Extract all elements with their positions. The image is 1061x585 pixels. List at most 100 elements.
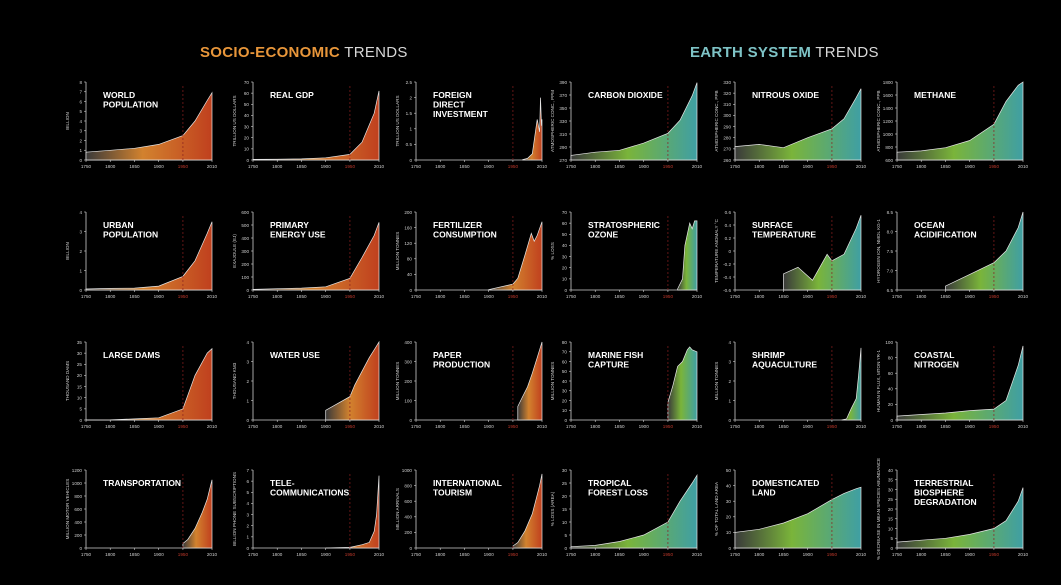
x-tick-label: 2010 xyxy=(856,424,867,429)
y-tick-label: 40 xyxy=(407,272,413,277)
y-tick-label: 8.5 xyxy=(887,210,894,215)
y-tick-label: 6 xyxy=(246,479,249,484)
y-tick-label: 400 xyxy=(404,515,412,520)
x-tick-label: 1850 xyxy=(940,424,951,429)
y-tick-label: 400 xyxy=(241,236,249,241)
y-tick-label: 200 xyxy=(74,533,82,538)
y-tick-label: 10 xyxy=(888,526,894,531)
y-tick-label: 70 xyxy=(244,80,250,85)
y-tick-label: 6 xyxy=(79,99,82,104)
y-axis-label: THOUSAND KM3 xyxy=(232,362,237,399)
x-tick-label: 1950 xyxy=(989,294,1000,299)
chart-paper-production: 0 100 200 300 400 1750 1800 1850 1900 1950 2010 MIL… xyxy=(395,340,548,429)
chart-carbon-dioxide: 270 290 310 330 350 370 390 1750 1800 1850 1900 195… xyxy=(550,80,703,169)
chart-title: REAL GDP xyxy=(270,90,314,100)
chart-marine-fish-capture: 0 10 20 30 40 50 60 70 80 1750 1800 1850 1900 1950 201… xyxy=(550,340,703,429)
series-area xyxy=(522,97,543,161)
x-tick-label: 1900 xyxy=(639,552,650,557)
x-tick-label: 1950 xyxy=(989,164,1000,169)
y-tick-label: 40 xyxy=(562,243,568,248)
y-tick-label: 10 xyxy=(77,396,83,401)
x-tick-label: 1800 xyxy=(105,552,116,557)
y-axis-label: % OF TOTAL LAND AREA xyxy=(714,481,719,536)
y-tick-label: 500 xyxy=(241,223,249,228)
chart-title: DOMESTICATED LAND xyxy=(752,478,819,498)
x-tick-label: 1950 xyxy=(345,164,356,169)
x-tick-label: 1950 xyxy=(178,294,189,299)
x-tick-label: 1950 xyxy=(508,552,519,557)
x-tick-label: 2010 xyxy=(856,552,867,557)
y-tick-label: 0 xyxy=(564,546,567,551)
series-area xyxy=(896,487,1024,549)
y-tick-label: 4 xyxy=(79,119,82,124)
y-tick-label: 35 xyxy=(77,340,83,345)
x-tick-label: 1750 xyxy=(81,424,92,429)
x-tick-label: 1850 xyxy=(129,164,140,169)
y-tick-label: 0.5 xyxy=(406,142,413,147)
y-tick-label: 1 xyxy=(79,268,82,273)
y-tick-label: 10 xyxy=(562,408,568,413)
chart-coastal-nitrogen: 0 20 40 60 80 100 1750 1800 1850 1900 1950 2010 HUMA… xyxy=(876,340,1029,429)
y-axis-label: TRILLION US DOLLARS xyxy=(395,95,400,146)
x-tick-label: 1950 xyxy=(508,424,519,429)
chart-title: PAPER PRODUCTION xyxy=(433,350,490,370)
y-tick-label: 100 xyxy=(404,398,412,403)
x-tick-label: 1850 xyxy=(614,552,625,557)
socio-title-light: TRENDS xyxy=(340,44,408,61)
x-tick-label: 1850 xyxy=(296,164,307,169)
y-tick-label: 200 xyxy=(404,379,412,384)
y-tick-label: 30 xyxy=(562,468,568,473)
y-tick-label: 200 xyxy=(404,210,412,215)
x-tick-label: 1800 xyxy=(435,164,446,169)
y-tick-label: 600 xyxy=(404,499,412,504)
y-tick-label: 2.5 xyxy=(406,80,413,85)
y-tick-label: 5 xyxy=(564,533,567,538)
y-tick-label: 600 xyxy=(241,210,249,215)
x-tick-label: 1900 xyxy=(484,164,495,169)
y-tick-label: 800 xyxy=(74,494,82,499)
y-tick-label: 70 xyxy=(562,350,568,355)
y-tick-label: 25 xyxy=(562,481,568,486)
y-tick-label: 30 xyxy=(77,351,83,356)
chart-methane: 600 800 1000 1200 1400 1600 1800 1750 1800 1850 19… xyxy=(876,80,1029,169)
y-tick-label: 30 xyxy=(888,487,894,492)
y-tick-label: 370 xyxy=(559,93,567,98)
y-axis-label: THOUSAND DAMS xyxy=(65,361,70,401)
x-tick-label: 1950 xyxy=(663,294,674,299)
x-tick-label: 2010 xyxy=(692,294,703,299)
y-tick-label: 50 xyxy=(562,232,568,237)
x-tick-label: 1900 xyxy=(154,424,165,429)
x-tick-label: 1900 xyxy=(639,424,650,429)
x-tick-label: 1900 xyxy=(321,164,332,169)
chart-domesticated-land: 0 10 20 30 40 50 1750 1800 1850 1900 1950 2010 % OF … xyxy=(714,468,867,557)
series-area xyxy=(841,347,862,421)
earth-title-light: TRENDS xyxy=(811,44,879,61)
y-tick-label: 70 xyxy=(562,210,568,215)
y-tick-label: 7.0 xyxy=(887,268,894,273)
y-tick-label: 1200 xyxy=(72,468,83,473)
x-tick-label: 1900 xyxy=(639,294,650,299)
chart-title: METHANE xyxy=(914,90,956,100)
y-tick-label: 7 xyxy=(246,468,249,473)
y-tick-label: 600 xyxy=(885,158,893,163)
earth-system-section-title: EARTH SYSTEM TRENDS xyxy=(690,44,879,61)
y-tick-label: 3 xyxy=(79,229,82,234)
y-tick-label: 270 xyxy=(559,158,567,163)
y-tick-label: 20 xyxy=(244,136,250,141)
x-tick-label: 1850 xyxy=(459,552,470,557)
y-tick-label: 5 xyxy=(79,407,82,412)
x-tick-label: 1850 xyxy=(614,294,625,299)
x-tick-label: 1750 xyxy=(892,424,903,429)
x-tick-label: 1800 xyxy=(435,424,446,429)
chart-title: STRATOSPHERIC OZONE xyxy=(588,220,660,240)
y-tick-label: 0.2 xyxy=(725,236,732,241)
x-tick-label: 1800 xyxy=(916,552,927,557)
x-tick-label: 1900 xyxy=(803,552,814,557)
x-tick-label: 2010 xyxy=(856,164,867,169)
chart-title: OCEAN ACIDIFICATION xyxy=(914,220,977,240)
series-area xyxy=(783,215,862,291)
chart-title: CARBON DIOXIDE xyxy=(588,90,663,100)
x-tick-label: 2010 xyxy=(374,424,385,429)
series-area xyxy=(252,90,380,161)
x-tick-label: 2010 xyxy=(207,552,218,557)
